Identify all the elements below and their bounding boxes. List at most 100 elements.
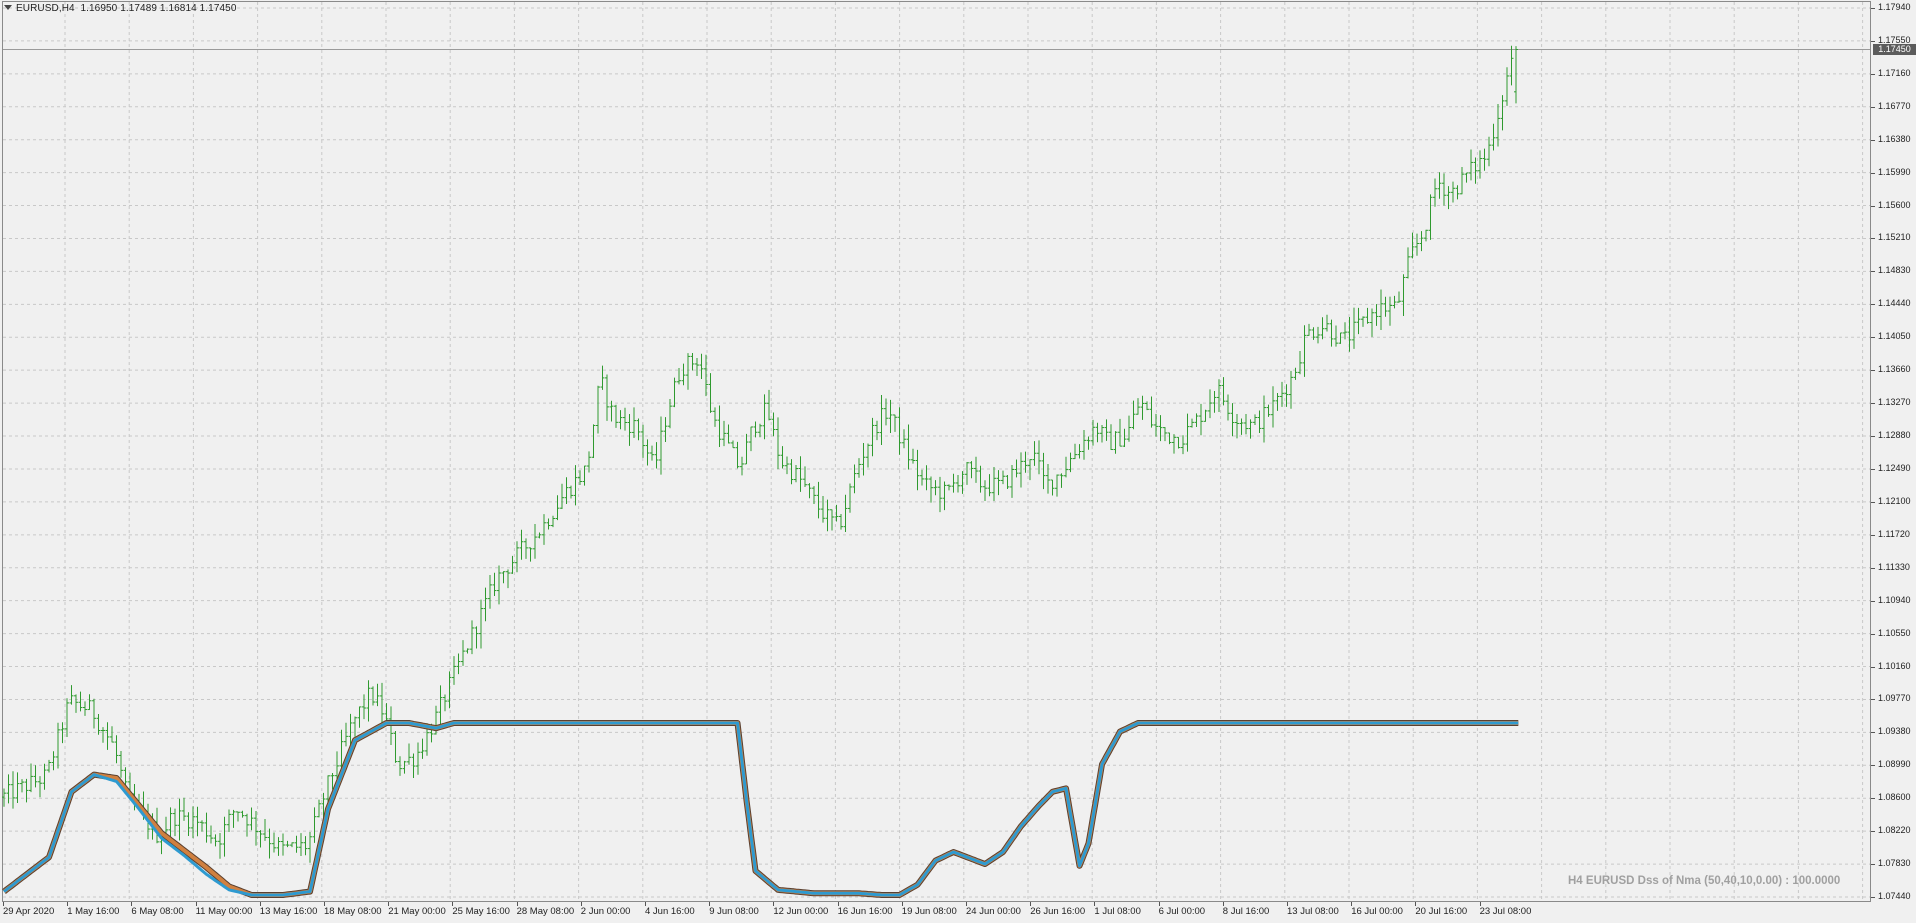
ohlc-bar [596,385,600,434]
time-tick-label: 23 Jul 08:00 [1479,906,1532,917]
ohlc-bar [1163,427,1167,442]
ohlc-bar [834,504,839,522]
price-tick-mark [1871,501,1875,503]
ohlc-bar [1406,247,1410,279]
ohlc-bar [749,426,753,452]
time-tick-mark [452,902,454,906]
ohlc-bar [267,828,272,859]
price-tick-mark [1871,40,1875,42]
time-tick-label: 25 May 16:00 [452,906,510,917]
ohlc-bar [947,484,951,491]
ohlc-bar [56,722,60,769]
ohlc-bar [1451,181,1455,203]
time-tick-mark [3,902,4,906]
ohlc-bar [1253,414,1257,425]
ohlc-bar [42,763,47,790]
ohlc-bar [1460,167,1464,195]
ohlc-bar [969,461,974,479]
ohlc-bar [848,483,852,513]
price-tick-label: 1.15210 [1878,232,1911,243]
ohlc-bar [222,816,227,857]
ohlc-bar [1064,456,1068,478]
ohlc-bar [245,813,249,837]
time-tick-label: 24 Jun 00:00 [966,906,1021,917]
ohlc-bar [708,373,713,413]
ohlc-bar [1059,473,1064,488]
symbol-header[interactable]: EURUSD,H4 1.16950 1.17489 1.16814 1.1745… [4,3,237,14]
ohlc-bar [650,445,654,461]
ohlc-bar [852,464,857,494]
ohlc-bar [1392,295,1397,309]
ohlc-bar [794,465,798,483]
price-tick-mark [1871,831,1875,833]
ohlc-bar [488,575,492,609]
ohlc-bar [992,467,996,501]
time-tick-mark [388,902,390,906]
ohlc-bar [371,686,375,706]
price-chart-plot-area[interactable] [2,1,1871,902]
ohlc-bar [713,407,717,427]
grid-lines [3,2,1870,901]
ohlc-bar [1055,474,1059,497]
ohlc-bar [699,353,704,380]
time-tick-mark [773,902,775,906]
ohlc-bar [780,446,785,469]
ohlc-bar [119,750,123,778]
ohlc-bar [339,729,344,774]
price-tick-mark [1871,864,1875,866]
ohlc-bar [1293,367,1298,380]
ohlc-bar [1136,398,1140,415]
ohlc-bar [6,774,11,804]
time-tick-label: 12 Jun 00:00 [773,906,829,917]
ohlc-bar [438,685,443,725]
ohlc-bar [204,812,209,843]
ohlc-bar [938,476,942,513]
ohlc-bar [1113,431,1118,454]
ohlc-bar [1226,394,1230,421]
price-tick-label: 1.10940 [1878,594,1911,605]
ohlc-bar [672,377,677,408]
ohlc-bar [312,807,317,843]
ohlc-bar [492,572,497,596]
dropdown-triangle-icon[interactable] [4,5,12,10]
ohlc-bar [623,407,627,431]
ohlc-bar [893,414,897,432]
ohlc-bar [1235,413,1239,439]
ohlc-bar [474,626,479,649]
ohlc-bar [231,809,236,828]
ohlc-bar [1356,307,1361,335]
time-tick-label: 21 May 00:00 [388,906,446,917]
price-tick-label: 1.12490 [1878,462,1911,473]
ohlc-bar [1307,323,1311,336]
ohlc-bar [1419,231,1424,252]
ohlc-bar [24,778,29,803]
ohlc-bar [1410,232,1415,259]
ohlc-bar [1212,390,1217,413]
ohlc-bar [1347,316,1352,352]
ohlc-bar [501,571,506,584]
ohlc-bar [105,722,110,750]
time-tick-label: 2 Jun 00:00 [580,906,631,917]
ohlc-bar [722,420,726,447]
ohlc-bar [1077,444,1082,459]
ohlc-bar [762,394,767,440]
ohlc-bar [839,514,843,530]
ohlc-bar [92,698,96,729]
ohlc-bar [1509,45,1514,86]
ohlc-bar [1275,392,1280,411]
price-tick-label: 1.17940 [1878,2,1911,12]
ohlc-bar [357,706,362,728]
price-tick-mark [1871,205,1875,207]
ohlc-bar [857,458,861,478]
ohlc-bar [1505,67,1509,106]
ohlc-bar [236,811,240,822]
ohlc-bar [65,698,69,738]
price-tick-mark [1871,370,1875,372]
ohlc-bar [1469,149,1473,181]
ohlc-bar [956,474,960,493]
price-tick-mark [1871,468,1875,470]
ohlc-bar [951,473,956,493]
time-tick-mark [1094,902,1096,906]
